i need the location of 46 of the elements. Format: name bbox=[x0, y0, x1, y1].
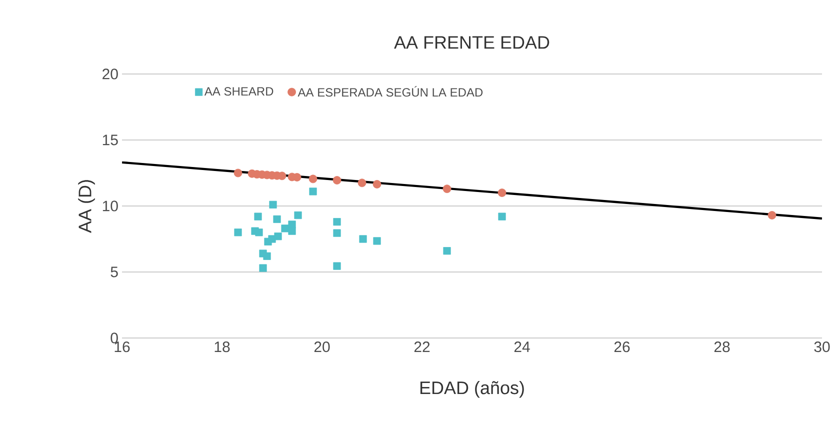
point bbox=[333, 262, 341, 270]
point bbox=[269, 200, 277, 208]
point bbox=[498, 188, 506, 197]
x-tick-label: 28 bbox=[714, 342, 730, 352]
x-tick-label: 18 bbox=[214, 342, 230, 352]
point bbox=[442, 184, 452, 194]
y-tick-label: 10 bbox=[102, 200, 118, 212]
point bbox=[234, 228, 242, 236]
x-axis-title: EDAD (años) bbox=[420, 381, 524, 398]
point bbox=[288, 220, 296, 228]
x-tick-label: 16 bbox=[114, 342, 130, 352]
chart-title: AA FRENTE EDAD bbox=[394, 36, 550, 49]
x-tick-label: 24 bbox=[514, 342, 530, 352]
point bbox=[234, 168, 242, 178]
legend-label: AA ESPERADA SEGÚN LA EDAD bbox=[298, 86, 483, 97]
point bbox=[768, 211, 776, 220]
point bbox=[273, 215, 281, 223]
point bbox=[274, 232, 282, 240]
point bbox=[333, 229, 341, 237]
point bbox=[358, 178, 366, 188]
y-tick-label: 20 bbox=[102, 68, 118, 80]
point bbox=[309, 188, 317, 196]
point bbox=[259, 264, 267, 272]
point bbox=[294, 211, 302, 220]
point bbox=[333, 218, 341, 226]
point bbox=[263, 252, 271, 260]
legend-label: AA SHEARD bbox=[204, 87, 274, 96]
y-tick-label: 15 bbox=[102, 134, 118, 146]
point bbox=[281, 224, 289, 232]
point bbox=[372, 180, 382, 188]
point bbox=[288, 227, 296, 235]
y-axis-title: AA (D) bbox=[78, 180, 95, 233]
point bbox=[308, 174, 318, 184]
point bbox=[498, 212, 506, 220]
point bbox=[359, 235, 367, 243]
x-tick-label: 22 bbox=[414, 342, 430, 352]
y-tick-label: 0 bbox=[110, 332, 118, 344]
point bbox=[254, 212, 262, 220]
point bbox=[332, 176, 342, 184]
y-tick-label: 5 bbox=[110, 266, 118, 278]
x-tick-label: 26 bbox=[614, 342, 630, 352]
point bbox=[373, 237, 381, 245]
point bbox=[255, 228, 263, 236]
x-tick-label: 30 bbox=[814, 342, 830, 352]
point bbox=[443, 247, 451, 255]
x-tick-label: 20 bbox=[314, 342, 330, 352]
